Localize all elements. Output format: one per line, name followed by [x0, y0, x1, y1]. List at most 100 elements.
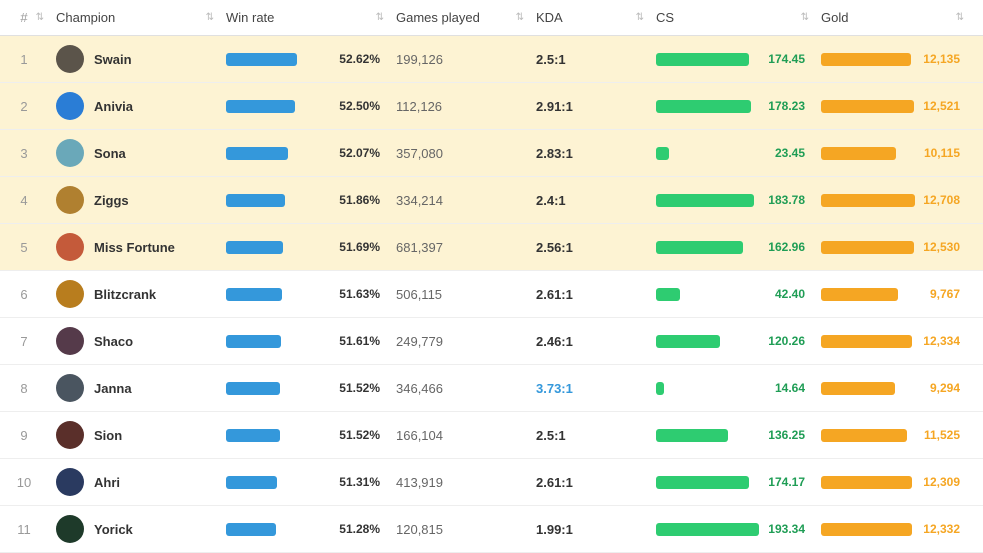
- cell-winrate: 51.52%: [218, 381, 388, 395]
- champion-name: Miss Fortune: [94, 240, 175, 255]
- cell-kda: 2.46:1: [528, 334, 648, 349]
- col-header-winrate[interactable]: Win rate ⇅: [218, 10, 388, 25]
- champion-name: Sona: [94, 146, 126, 161]
- col-header-games[interactable]: Games played ⇅: [388, 10, 528, 25]
- cell-rank: 11: [0, 522, 48, 537]
- cell-games: 120,815: [388, 522, 528, 537]
- table-row[interactable]: 5 Miss Fortune 51.69% 681,397 2.56:1: [0, 224, 983, 271]
- cell-cs: 183.78: [648, 193, 813, 207]
- gold-bar: [821, 382, 895, 395]
- cell-kda: 2.4:1: [528, 193, 648, 208]
- cs-value: 174.45: [768, 52, 805, 66]
- cell-champion[interactable]: Blitzcrank: [48, 280, 218, 308]
- cell-games: 334,214: [388, 193, 528, 208]
- sort-icon: ⇅: [516, 12, 522, 23]
- col-header-champion[interactable]: Champion ⇅: [48, 10, 218, 25]
- table-row[interactable]: 3 Sona 52.07% 357,080 2.83:1: [0, 130, 983, 177]
- champion-name: Anivia: [94, 99, 133, 114]
- champion-avatar-icon: [56, 327, 84, 355]
- col-header-rank[interactable]: # ⇅: [0, 10, 48, 25]
- gold-bar: [821, 100, 914, 113]
- table-row[interactable]: 4 Ziggs 51.86% 334,214 2.4:1: [0, 177, 983, 224]
- cell-cs: 162.96: [648, 240, 813, 254]
- col-header-gold[interactable]: Gold ⇅: [813, 10, 968, 25]
- cell-winrate: 51.69%: [218, 240, 388, 254]
- table-row[interactable]: 1 Swain 52.62% 199,126 2.5:1: [0, 36, 983, 83]
- rank-value: 3: [20, 146, 27, 161]
- table-row[interactable]: 9 Sion 51.52% 166,104 2.5:1: [0, 412, 983, 459]
- cell-champion[interactable]: Swain: [48, 45, 218, 73]
- gold-bar: [821, 288, 898, 301]
- cell-champion[interactable]: Miss Fortune: [48, 233, 218, 261]
- cell-rank: 4: [0, 193, 48, 208]
- table-row[interactable]: 11 Yorick 51.28% 120,815 1.99:1: [0, 506, 983, 553]
- cell-champion[interactable]: Shaco: [48, 327, 218, 355]
- champion-stats-table: # ⇅ Champion ⇅ Win rate ⇅ Games played ⇅…: [0, 0, 983, 553]
- cell-rank: 2: [0, 99, 48, 114]
- col-header-champion-label: Champion: [56, 10, 115, 25]
- cell-gold: 12,309: [813, 475, 968, 489]
- cell-gold: 11,525: [813, 428, 968, 442]
- winrate-bar: [226, 53, 297, 66]
- rank-value: 1: [20, 52, 27, 67]
- cell-champion[interactable]: Anivia: [48, 92, 218, 120]
- games-value: 346,466: [396, 381, 443, 396]
- table-row[interactable]: 7 Shaco 51.61% 249,779 2.46:1: [0, 318, 983, 365]
- cell-gold: 12,530: [813, 240, 968, 254]
- cell-winrate: 52.50%: [218, 99, 388, 113]
- winrate-value: 51.31%: [339, 475, 380, 489]
- gold-value: 12,521: [923, 99, 960, 113]
- cell-games: 166,104: [388, 428, 528, 443]
- cell-cs: 14.64: [648, 381, 813, 395]
- table-row[interactable]: 2 Anivia 52.50% 112,126 2.91:1: [0, 83, 983, 130]
- kda-value: 2.91:1: [536, 99, 573, 114]
- cell-rank: 9: [0, 428, 48, 443]
- rank-value: 4: [20, 193, 27, 208]
- gold-value: 12,309: [923, 475, 960, 489]
- cell-cs: 174.45: [648, 52, 813, 66]
- col-header-kda[interactable]: KDA ⇅: [528, 10, 648, 25]
- cell-champion[interactable]: Janna: [48, 374, 218, 402]
- col-header-gold-label: Gold: [821, 10, 848, 25]
- cell-champion[interactable]: Ziggs: [48, 186, 218, 214]
- gold-value: 10,115: [924, 146, 960, 160]
- cell-winrate: 52.62%: [218, 52, 388, 66]
- cs-bar: [656, 147, 669, 160]
- cell-champion[interactable]: Sion: [48, 421, 218, 449]
- cell-games: 199,126: [388, 52, 528, 67]
- gold-value: 12,135: [923, 52, 960, 66]
- cell-cs: 120.26: [648, 334, 813, 348]
- cs-bar: [656, 241, 743, 254]
- table-row[interactable]: 8 Janna 51.52% 346,466 3.73:1: [0, 365, 983, 412]
- cell-champion[interactable]: Yorick: [48, 515, 218, 543]
- cell-rank: 5: [0, 240, 48, 255]
- cell-rank: 10: [0, 475, 48, 490]
- cell-rank: 6: [0, 287, 48, 302]
- cell-champion[interactable]: Ahri: [48, 468, 218, 496]
- cell-games: 346,466: [388, 381, 528, 396]
- cell-winrate: 51.28%: [218, 522, 388, 536]
- cell-gold: 12,135: [813, 52, 968, 66]
- games-value: 249,779: [396, 334, 443, 349]
- cell-gold: 10,115: [813, 146, 968, 160]
- col-header-cs[interactable]: CS ⇅: [648, 10, 813, 25]
- champion-avatar-icon: [56, 233, 84, 261]
- kda-value: 2.56:1: [536, 240, 573, 255]
- gold-bar: [821, 523, 912, 536]
- cell-cs: 178.23: [648, 99, 813, 113]
- champion-avatar-icon: [56, 468, 84, 496]
- cs-value: 136.25: [768, 428, 805, 442]
- games-value: 681,397: [396, 240, 443, 255]
- cell-champion[interactable]: Sona: [48, 139, 218, 167]
- table-row[interactable]: 6 Blitzcrank 51.63% 506,115 2.61:1: [0, 271, 983, 318]
- winrate-value: 51.52%: [339, 428, 380, 442]
- table-header-row: # ⇅ Champion ⇅ Win rate ⇅ Games played ⇅…: [0, 0, 983, 36]
- winrate-bar: [226, 241, 283, 254]
- kda-value: 2.61:1: [536, 287, 573, 302]
- gold-value: 12,332: [923, 522, 960, 536]
- cell-kda: 2.5:1: [528, 428, 648, 443]
- col-header-cs-label: CS: [656, 10, 674, 25]
- sort-icon: ⇅: [36, 12, 42, 23]
- champion-name: Ahri: [94, 475, 120, 490]
- table-row[interactable]: 10 Ahri 51.31% 413,919 2.61:1: [0, 459, 983, 506]
